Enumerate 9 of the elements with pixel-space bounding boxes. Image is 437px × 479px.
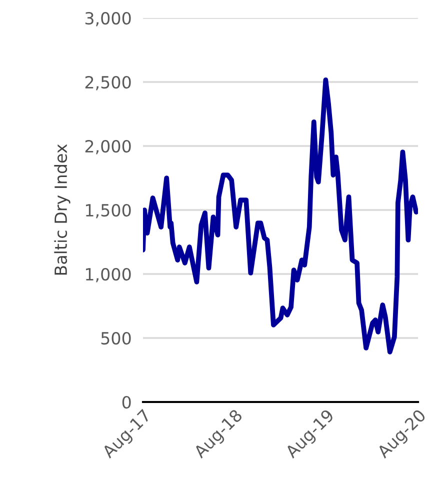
y-tick-label: 1,000 xyxy=(86,268,131,282)
y-axis-title: Baltic Dry Index xyxy=(54,144,70,275)
y-tick-label: 0 xyxy=(122,396,131,409)
y-tick-label: 1,500 xyxy=(86,204,131,218)
y-tick-label: 500 xyxy=(101,332,131,345)
y-tick-label: 2,000 xyxy=(85,140,131,154)
y-tick-label: 2,500 xyxy=(85,76,131,90)
y-tick-label: 3,000 xyxy=(85,12,131,26)
line-series xyxy=(143,78,418,354)
